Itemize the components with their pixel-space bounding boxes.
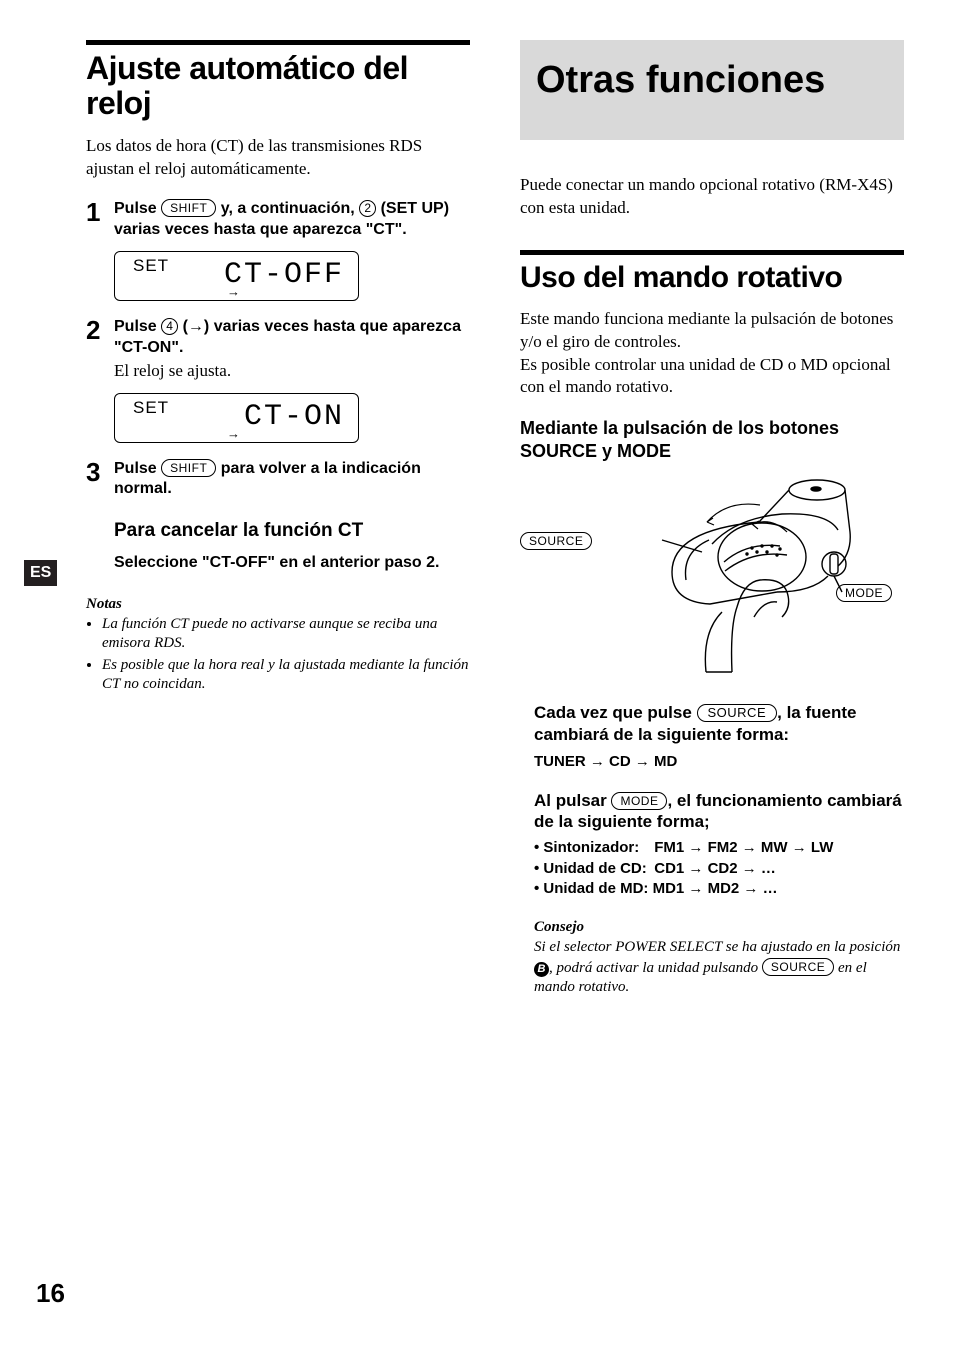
lcd-set-label: SET xyxy=(133,398,169,418)
lcd-display-1: SET CT-OFF → xyxy=(114,251,359,301)
rotary-svg xyxy=(612,472,872,682)
source-sequence: TUNER → CD → MD xyxy=(534,753,904,770)
mode-line: Al pulsar MODE, el funcionamiento cambia… xyxy=(534,790,904,833)
section-title: Ajuste automático del reloj xyxy=(86,51,470,121)
page-number: 16 xyxy=(36,1278,65,1309)
shift-pill: SHIFT xyxy=(161,459,216,477)
circle-b: B xyxy=(534,962,549,977)
note-item: Es posible que la hora real y la ajustad… xyxy=(102,656,470,695)
shift-pill: SHIFT xyxy=(161,199,216,217)
text: Si el selector POWER SELECT se ha ajusta… xyxy=(534,939,900,955)
rotary-diagram: SOURCE MODE xyxy=(534,472,904,682)
note-item: La función CT puede no activarse aunque … xyxy=(102,615,470,654)
text: y, a continuación, xyxy=(216,200,359,217)
step-text: Pulse SHIFT para volver a la indicación … xyxy=(114,459,470,501)
language-tab: ES xyxy=(24,560,57,586)
intro-text: Puede conectar un mando opcional rotativ… xyxy=(520,174,904,220)
mode-bullet: • Unidad de CD: CD1 → CD2 → … xyxy=(534,859,904,879)
text: Unidad de CD: CD1 → CD2 → … xyxy=(543,860,776,877)
right-column: Otras funciones Puede conectar un mando … xyxy=(520,40,904,1018)
lcd-main-text: CT-OFF xyxy=(224,258,344,292)
step-text: Pulse 4 (→) varias veces hasta que apare… xyxy=(114,317,470,383)
source-block: Cada vez que pulse SOURCE, la fuente cam… xyxy=(534,702,904,770)
mode-bullet: • Unidad de MD: MD1 → MD2 → … xyxy=(534,879,904,899)
notes-title: Notas xyxy=(86,596,470,613)
step-serif-note: El reloj se ajusta. xyxy=(114,360,470,382)
step-number: 2 xyxy=(86,317,114,383)
step-2: 2 Pulse 4 (→) varias veces hasta que apa… xyxy=(86,317,470,383)
cancel-title: Para cancelar la función CT xyxy=(114,520,470,542)
step-1: 1 Pulse SHIFT y, a continuación, 2 (SET … xyxy=(86,199,470,241)
mode-block: Al pulsar MODE, el funcionamiento cambia… xyxy=(534,790,904,899)
tip-body: Si el selector POWER SELECT se ha ajusta… xyxy=(534,938,904,998)
step-text: Pulse SHIFT y, a continuación, 2 (SET UP… xyxy=(114,199,470,241)
text: Cada vez que pulse xyxy=(534,703,697,722)
lcd-display-2: SET CT-ON → xyxy=(114,393,359,443)
text: , podrá activar la unidad pulsando xyxy=(549,960,762,976)
source-line: Cada vez que pulse SOURCE, la fuente cam… xyxy=(534,702,904,745)
text: Pulse xyxy=(114,318,161,335)
mode-bullet: • Sintonizador: FM1 → FM2 → MW → LW xyxy=(534,838,904,858)
tip-title: Consejo xyxy=(534,919,904,936)
section-title: Uso del mando rotativo xyxy=(520,261,904,294)
rule xyxy=(86,40,470,45)
main-title-banner: Otras funciones xyxy=(520,40,904,140)
step-3: 3 Pulse SHIFT para volver a la indicació… xyxy=(86,459,470,501)
text: Pulse xyxy=(114,200,161,217)
mode-pill: MODE xyxy=(611,792,667,810)
tip-block: Consejo Si el selector POWER SELECT se h… xyxy=(534,919,904,998)
step-number: 3 xyxy=(86,459,114,501)
mode-callout: MODE xyxy=(836,584,892,602)
sub-heading: Mediante la pulsación de los botones SOU… xyxy=(520,417,904,462)
intro-text: Los datos de hora (CT) de las transmisio… xyxy=(86,135,470,181)
notes-list: La función CT puede no activarse aunque … xyxy=(86,615,470,695)
left-column: Ajuste automático del reloj Los datos de… xyxy=(86,40,470,1018)
rule xyxy=(520,250,904,255)
source-callout: SOURCE xyxy=(520,532,592,550)
lcd-main-text: CT-ON xyxy=(244,400,344,434)
text: Pulse xyxy=(114,460,161,477)
text: Unidad de MD: MD1 → MD2 → … xyxy=(543,880,777,897)
lcd-arrow-icon: → xyxy=(227,284,240,299)
source-pill: SOURCE xyxy=(762,958,834,976)
circle-4: 4 xyxy=(161,318,178,335)
circle-2: 2 xyxy=(359,200,376,217)
lcd-set-label: SET xyxy=(133,256,169,276)
para: Es posible controlar una unidad de CD o … xyxy=(520,354,904,400)
step-number: 1 xyxy=(86,199,114,241)
text: Al pulsar xyxy=(534,791,611,810)
source-pill: SOURCE xyxy=(697,704,778,722)
main-title: Otras funciones xyxy=(536,60,888,102)
cancel-body: Seleccione "CT-OFF" en el anterior paso … xyxy=(114,552,470,574)
lcd-arrow-icon: → xyxy=(227,426,240,441)
para: Este mando funciona mediante la pulsació… xyxy=(520,308,904,354)
text: Sintonizador: FM1 → FM2 → MW → LW xyxy=(543,839,833,856)
